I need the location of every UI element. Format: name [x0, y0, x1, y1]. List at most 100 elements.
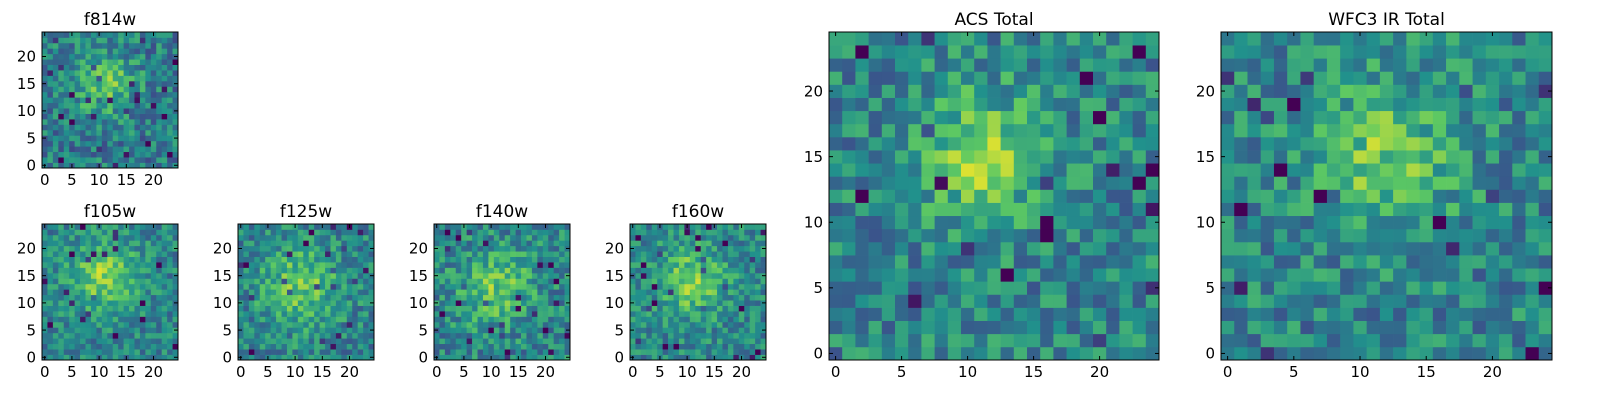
heatmap-cell: [1512, 241, 1526, 256]
heatmap-cell: [167, 48, 173, 55]
heatmap-cell: [1132, 255, 1147, 269]
heatmap-cell: [450, 321, 457, 328]
heatmap-cell: [47, 305, 54, 312]
heatmap-cell: [689, 278, 696, 285]
heatmap-cell: [439, 349, 446, 355]
heatmap-cell: [139, 108, 146, 114]
heatmap-cell: [1000, 241, 1015, 256]
heatmap-cell: [63, 53, 70, 60]
heatmap-cell: [1079, 123, 1094, 138]
heatmap-cell: [934, 58, 949, 72]
heatmap-cell: [531, 267, 538, 274]
heatmap-cell: [1340, 58, 1354, 72]
heatmap-cell: [1027, 84, 1041, 98]
heatmap-cell: [908, 189, 922, 203]
heatmap-cell: [760, 267, 767, 274]
heatmap-cell: [85, 245, 92, 252]
heatmap-cell: [1287, 346, 1301, 361]
heatmap-cell: [934, 189, 949, 203]
heatmap-cell: [172, 316, 179, 323]
heatmap-cell: [515, 240, 522, 247]
heatmap-cell: [1040, 255, 1054, 269]
heatmap-cell: [161, 267, 168, 274]
heatmap-cell: [1419, 346, 1434, 361]
heatmap-cell: [335, 343, 342, 350]
heatmap-cell: [167, 80, 173, 87]
heatmap-cell: [297, 354, 304, 361]
heatmap-cell: [292, 262, 299, 268]
heatmap-cell: [47, 42, 54, 49]
heatmap-cell: [700, 229, 707, 236]
heatmap-cell: [1379, 123, 1394, 138]
heatmap-cell: [254, 332, 261, 339]
heatmap-cell: [895, 202, 909, 217]
heatmap-cell: [1340, 123, 1354, 138]
heatmap-cell: [101, 321, 108, 328]
heatmap-cell: [139, 234, 146, 241]
heatmap-cell: [335, 332, 342, 339]
y-tick-label: 5: [418, 321, 428, 339]
heatmap-cell: [700, 240, 707, 247]
heatmap-cell: [868, 123, 883, 138]
heatmap-cell: [673, 245, 680, 252]
heatmap-cell: [548, 229, 555, 236]
heatmap-cell: [1106, 58, 1120, 72]
heatmap-cell: [542, 278, 549, 285]
heatmap-cell: [346, 343, 353, 350]
heatmap-cell: [1432, 58, 1447, 72]
heatmap-cell: [881, 163, 896, 177]
heatmap-cell: [829, 346, 843, 361]
heatmap-cell: [1446, 176, 1460, 190]
heatmap-cell: [47, 108, 54, 114]
heatmap-cell: [908, 215, 922, 230]
heatmap-cell: [1313, 110, 1328, 125]
heatmap-cell: [308, 262, 315, 268]
heatmap-cell: [477, 343, 484, 350]
heatmap-cell: [265, 289, 271, 296]
heatmap-cell: [330, 245, 337, 252]
heatmap-cell: [63, 332, 70, 339]
heatmap-cell: [744, 245, 751, 252]
heatmap-cell: [504, 278, 511, 285]
heatmap-cell: [1432, 84, 1447, 98]
heatmap-cell: [90, 256, 97, 263]
heatmap-cell: [684, 278, 691, 285]
heatmap-cell: [308, 294, 315, 301]
y-tick-label: 0: [614, 349, 624, 367]
heatmap-cell: [101, 224, 108, 230]
heatmap-cell: [733, 283, 740, 290]
heatmap-cell: [254, 300, 261, 306]
heatmap-cell: [1525, 97, 1540, 112]
heatmap-cell: [689, 316, 696, 323]
heatmap-cell: [265, 262, 271, 268]
heatmap-cell: [477, 240, 484, 247]
heatmap-cell: [80, 278, 86, 285]
heatmap-cell: [553, 229, 560, 236]
heatmap-cell: [134, 108, 141, 114]
heatmap-cell: [243, 321, 250, 328]
heatmap-cell: [167, 267, 173, 274]
heatmap-cell: [934, 45, 949, 59]
heatmap-cell: [711, 245, 718, 252]
heatmap-cell: [1247, 333, 1262, 348]
heatmap-cell: [450, 343, 457, 350]
heatmap-cell: [123, 240, 130, 247]
heatmap-cell: [684, 294, 691, 301]
heatmap-cell: [156, 70, 163, 76]
heatmap-cell: [1353, 97, 1367, 112]
heatmap-cell: [308, 332, 315, 339]
heatmap-cell: [947, 176, 962, 190]
heatmap-cell: [717, 327, 723, 334]
heatmap-cell: [341, 262, 348, 268]
heatmap-cell: [346, 349, 353, 355]
heatmap-cell: [668, 262, 674, 268]
heatmap-cell: [987, 241, 1001, 256]
heatmap-cell: [1459, 150, 1473, 164]
heatmap-cell: [1145, 136, 1160, 151]
heatmap-cell: [755, 283, 761, 290]
heatmap-cell: [270, 338, 277, 345]
heatmap-cell: [1132, 307, 1147, 321]
heatmap-cell: [1366, 32, 1381, 46]
heatmap-cell: [167, 354, 173, 361]
heatmap-cell: [80, 70, 86, 76]
